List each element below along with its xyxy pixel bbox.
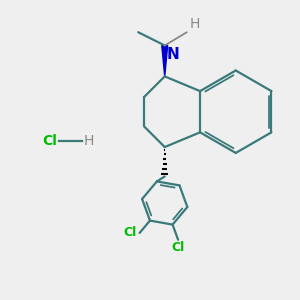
Text: Cl: Cl bbox=[172, 241, 185, 254]
Text: H: H bbox=[189, 17, 200, 31]
Polygon shape bbox=[162, 46, 168, 76]
Text: H: H bbox=[84, 134, 94, 148]
Text: Cl: Cl bbox=[123, 226, 136, 239]
Text: Cl: Cl bbox=[42, 134, 57, 148]
Text: N: N bbox=[166, 47, 179, 62]
